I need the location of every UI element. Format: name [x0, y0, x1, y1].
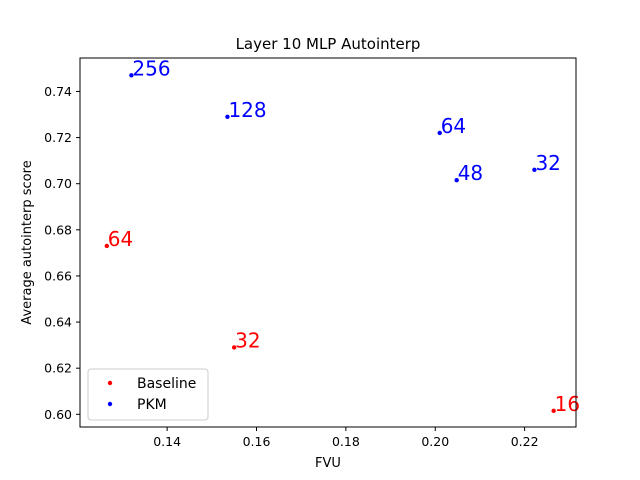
y-tick-label: 0.64	[44, 315, 72, 330]
legend: Baseline PKM	[87, 368, 209, 421]
y-tick-label: 0.70	[44, 176, 72, 191]
legend-label-baseline: Baseline	[137, 376, 196, 392]
y-tick-label: 0.66	[44, 268, 72, 283]
y-tick-label: 0.68	[44, 222, 72, 237]
data-label-pkm: 128	[228, 98, 266, 122]
x-tick-label: 0.20	[421, 434, 449, 449]
x-tick-label: 0.22	[511, 434, 539, 449]
x-tick-label: 0.14	[153, 434, 181, 449]
data-point-pkm	[437, 130, 442, 136]
axis-ticks: 0.14 0.16 0.18 0.20 0.22 0.60 0.62 0.64 0.66 0.68…	[44, 84, 538, 449]
y-axis-label: Average autointerp score	[20, 160, 35, 324]
x-tick-label: 0.16	[243, 434, 271, 449]
data-point-pkm	[454, 178, 459, 183]
data-point-pkm	[129, 73, 134, 78]
legend-marker-pkm	[107, 401, 113, 407]
y-tick-label: 0.62	[44, 361, 72, 376]
y-tick-label: 0.72	[44, 130, 72, 145]
chart-title: Layer 10 MLP Autointerp	[236, 35, 421, 53]
data-point-pkm	[225, 114, 230, 120]
data-label-baseline: 64	[108, 227, 133, 251]
data-label-pkm: 48	[458, 161, 483, 185]
legend-label-pkm: PKM	[137, 397, 167, 413]
legend-box	[87, 368, 209, 421]
data-point-baseline	[551, 408, 556, 414]
data-point-pkm	[532, 167, 537, 173]
data-point-baseline	[231, 345, 237, 350]
data-label-pkm: 64	[441, 114, 466, 138]
x-tick-label: 0.18	[332, 434, 360, 449]
x-axis-label: FVU	[315, 456, 341, 471]
y-tick-label: 0.60	[44, 407, 72, 422]
data-point-baseline	[104, 243, 110, 249]
data-label-pkm: 256	[132, 56, 170, 80]
data-label-baseline: 32	[235, 328, 260, 352]
data-points	[104, 73, 556, 414]
y-tick-label: 0.74	[44, 84, 72, 99]
data-label-pkm: 32	[535, 151, 560, 175]
plot-frame	[79, 57, 577, 428]
legend-marker-baseline	[107, 380, 113, 386]
